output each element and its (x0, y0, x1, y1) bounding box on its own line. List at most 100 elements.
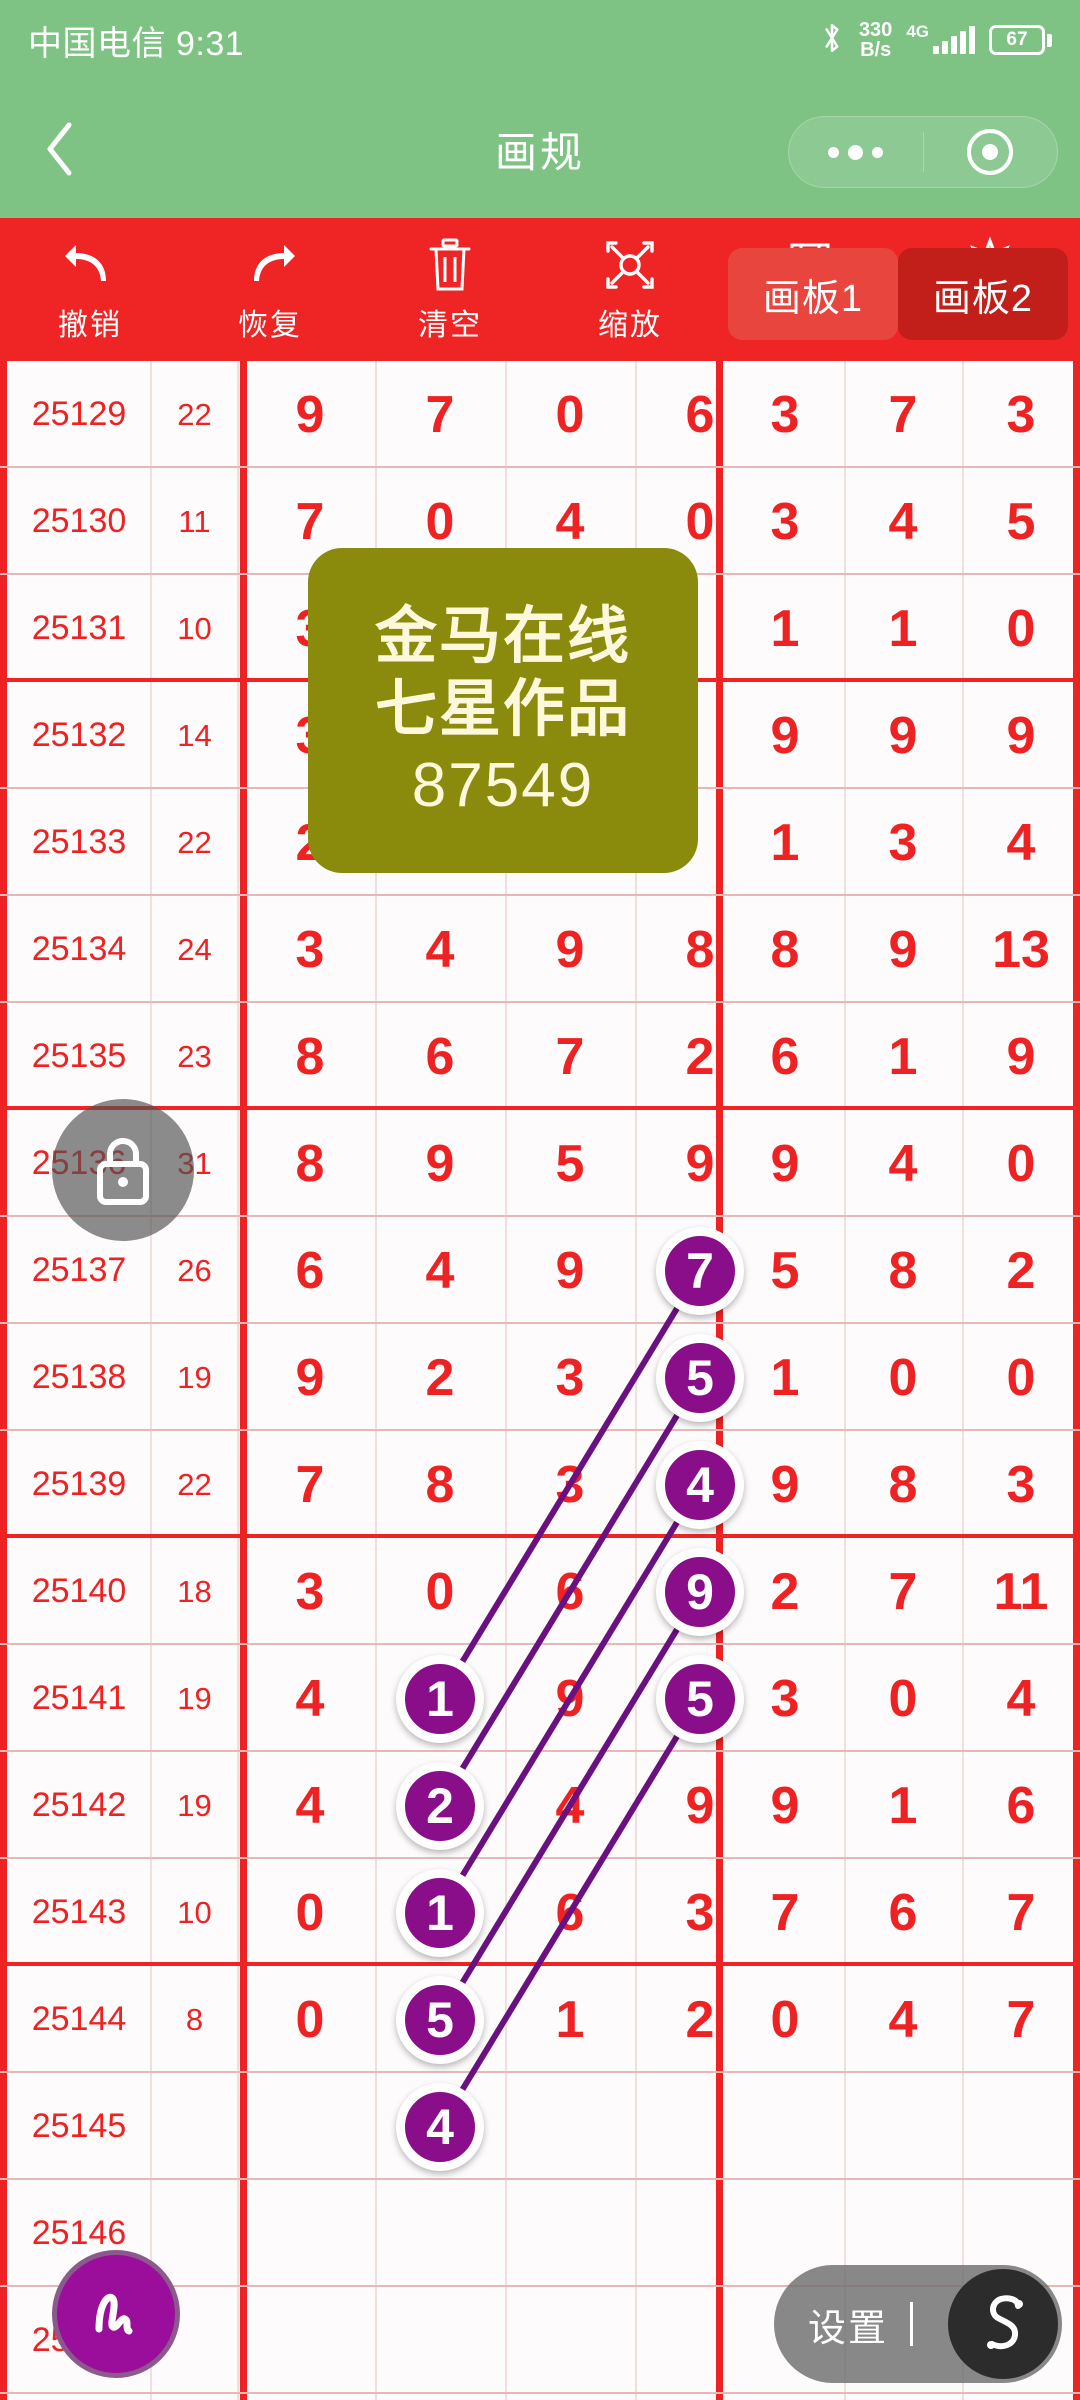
row-sum-cell: 26 (177, 1252, 212, 1288)
table-row[interactable]: 25139 22 7 8 3 49 8 3 (0, 1431, 1080, 1538)
marker-circle[interactable]: 1 (396, 1654, 484, 1743)
row-right-cell-3: 7 (1006, 1990, 1036, 2049)
marker-circle[interactable]: 7 (656, 1226, 744, 1315)
network-type-label: 4G (906, 22, 929, 41)
table-row[interactable]: 25135 23 8 6 7 2 6 1 9 (0, 1003, 1080, 1110)
table-row[interactable]: 25143100163767 (0, 1859, 1080, 1966)
row-id-cell: 25132 (31, 716, 127, 754)
row-right-cell-3: 2 (1006, 1241, 1036, 1300)
row-separator (0, 466, 1080, 468)
row-right-cell-2: 1 (888, 1027, 918, 1086)
row-right-cell-2: 6 (888, 1883, 918, 1942)
row-num-cell-1: 9 (295, 1348, 325, 1407)
table-row[interactable]: 25133222134 (0, 789, 1080, 896)
redo-button[interactable]: 恢复 (180, 218, 360, 361)
pen-scribble-icon (95, 2294, 133, 2335)
row-num-cell-2: 4 (425, 920, 455, 979)
board-tab-2[interactable]: 画板2 (898, 248, 1068, 340)
row-right-cell-1: 5 (770, 1241, 800, 1300)
row-num-cell-3: 9 (555, 1241, 585, 1300)
marker-circle[interactable]: 5 (656, 1654, 744, 1743)
row-right-cell-1: 9 (770, 1134, 800, 1193)
battery-indicator: 67 (989, 25, 1052, 55)
row-num-cell-2: 7 (425, 385, 455, 444)
draw-tool-button[interactable] (52, 2250, 180, 2378)
redo-arrow-icon (242, 236, 298, 294)
table-row[interactable]: 25146 (0, 2180, 1080, 2287)
marker-circle[interactable]: 2 (396, 1761, 484, 1850)
row-right-cell-3: 0 (1006, 1134, 1036, 1193)
back-button[interactable] (0, 120, 120, 178)
row-right-cell-2 (844, 2073, 962, 2180)
row-right-cell-1: 3 (770, 492, 800, 551)
row-id-cell: 25138 (31, 1358, 127, 1396)
network-speed: 330 B/s (858, 18, 893, 61)
watermark-overlay: 金马在线 七星作品 87549 (308, 548, 698, 873)
row-sum-cell (152, 2180, 237, 2287)
undo-button[interactable]: 撤销 (0, 218, 180, 361)
row-num-cell-3: 7 (555, 1027, 585, 1086)
s-action-button[interactable] (948, 2269, 1058, 2379)
row-num-cell-2: 4 (425, 1241, 455, 1300)
row-num-cell-3: 6 (555, 1883, 585, 1942)
row-num-cell-2 (375, 2287, 505, 2394)
table-row[interactable]: 25142194249916 (0, 1752, 1080, 1859)
table-row[interactable]: 25145 4 (0, 2073, 1080, 2180)
battery-level-label: 67 (989, 25, 1045, 55)
row-right-cell-3: 11 (993, 1562, 1049, 1621)
row-right-cell-2: 8 (888, 1455, 918, 1514)
row-num-cell-1: 7 (295, 492, 325, 551)
marker-circle[interactable]: 4 (656, 1440, 744, 1529)
marker-circle[interactable]: 9 (656, 1547, 744, 1636)
row-num-cell-4: 2 (685, 1027, 715, 1086)
pill-divider (910, 2302, 914, 2346)
row-num-cell-3: 9 (555, 920, 585, 979)
row-id-cell: 25139 (31, 1465, 127, 1503)
row-sum-cell: 22 (177, 396, 212, 432)
row-id-cell: 25130 (31, 502, 127, 540)
capsule-menu-button[interactable] (789, 144, 923, 160)
clear-label: 清空 (418, 308, 482, 342)
row-right-cell-1: 0 (770, 1990, 800, 2049)
row-num-cell-1: 3 (295, 920, 325, 979)
board-tab-1[interactable]: 画板1 (728, 248, 898, 340)
row-right-cell-1: 3 (770, 385, 800, 444)
row-right-cell-3: 0 (1006, 1348, 1036, 1407)
row-id-cell: 25141 (31, 1679, 127, 1717)
grid-vline-sep-left (240, 361, 247, 2400)
table-row[interactable]: 25129 22 9 7 0 6 3 7 3 (0, 361, 1080, 468)
row-sum-cell: 22 (177, 1466, 212, 1502)
row-num-cell-3: 0 (555, 385, 585, 444)
netspeed-value: 330 (858, 18, 893, 41)
bottom-settings-pill[interactable]: 设置 (774, 2265, 1062, 2383)
table-row[interactable]: 25141194195304 (0, 1645, 1080, 1752)
marker-circle[interactable]: 5 (396, 1975, 484, 2064)
grid-vline-id (150, 361, 152, 2400)
table-row[interactable]: 25138 19 9 2 3 51 0 0 (0, 1324, 1080, 1431)
row-separator (0, 1106, 1080, 1110)
row-num-cell-1: 0 (295, 1990, 325, 2049)
table-row[interactable]: 25140 18 3 0 6 92 7 11 (0, 1538, 1080, 1645)
zoom-button[interactable]: 缩放 (540, 218, 720, 361)
table-row[interactable]: 2514480512047 (0, 1966, 1080, 2073)
status-left: 中国电信 9:31 (28, 16, 244, 65)
clear-button[interactable]: 清空 (360, 218, 540, 361)
lottery-grid[interactable]: 2512922970637325130117040345251311031102… (0, 361, 1080, 2400)
row-right-cell-2: 7 (888, 1562, 918, 1621)
marker-circle[interactable]: 1 (396, 1868, 484, 1957)
lock-toggle-button[interactable] (52, 1099, 194, 1241)
row-right-cell-1: 1 (770, 599, 800, 658)
grid-vline-r2 (962, 361, 964, 2400)
table-row[interactable]: 25134 24 3 4 9 8 8 9 13 (0, 896, 1080, 1003)
table-row[interactable]: 25137 26 6 4 9 75 8 2 (0, 1217, 1080, 1324)
row-sum-cell: 19 (177, 1787, 212, 1823)
row-right-cell-1: 2 (770, 1562, 800, 1621)
row-right-cell-2: 3 (888, 813, 918, 872)
marker-circle[interactable]: 4 (396, 2082, 484, 2171)
row-num-cell-1: 8 (295, 1134, 325, 1193)
marker-circle[interactable]: 5 (656, 1333, 744, 1422)
row-num-cell-1: 4 (295, 1669, 325, 1728)
capsule-close-button[interactable] (924, 129, 1058, 175)
row-num-cell-3 (505, 2073, 635, 2180)
row-right-cell-3: 9 (1006, 706, 1036, 765)
